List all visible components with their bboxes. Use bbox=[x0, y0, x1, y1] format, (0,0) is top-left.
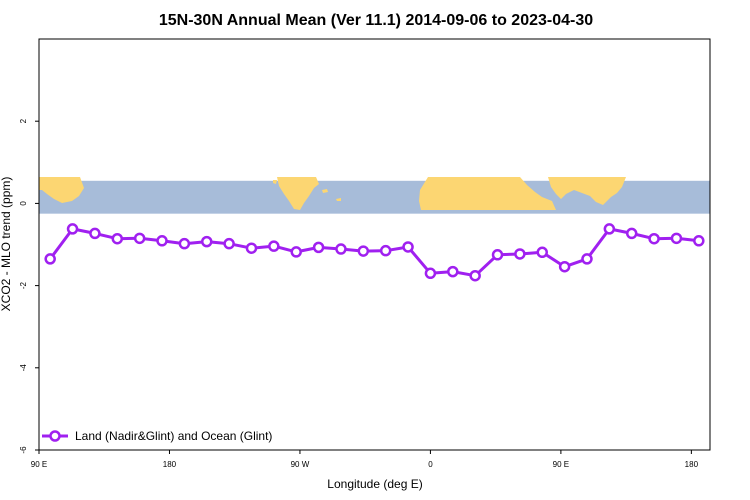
x-tick-label: 180 bbox=[163, 460, 177, 469]
data-point bbox=[670, 232, 683, 245]
data-point bbox=[491, 249, 504, 261]
x-axis-label: Longitude (deg E) bbox=[327, 477, 422, 491]
x-tick-label: 180 bbox=[685, 460, 699, 469]
data-point bbox=[402, 241, 414, 253]
data-point bbox=[335, 243, 347, 255]
map-land-india bbox=[39, 177, 84, 203]
data-point bbox=[89, 227, 101, 240]
y-tick-label: 0 bbox=[19, 201, 28, 206]
data-point bbox=[581, 253, 593, 265]
data-point bbox=[66, 223, 79, 235]
data-point bbox=[111, 232, 124, 245]
x-tick-label: 90 E bbox=[553, 460, 569, 469]
data-point bbox=[514, 248, 526, 260]
y-tick-label: -6 bbox=[19, 446, 28, 454]
legend: Land (Nadir&Glint) and Ocean (Glint) bbox=[42, 429, 272, 443]
data-point bbox=[625, 227, 638, 240]
y-axis: -6 -4 -2 0 2 bbox=[19, 118, 39, 454]
data-point bbox=[290, 246, 302, 258]
data-point bbox=[133, 232, 146, 245]
y-tick-label: -4 bbox=[19, 364, 28, 372]
data-point bbox=[44, 253, 56, 265]
data-point bbox=[379, 244, 392, 257]
legend-label: Land (Nadir&Glint) and Ocean (Glint) bbox=[75, 429, 272, 443]
series-line bbox=[48, 227, 699, 278]
data-point bbox=[268, 240, 280, 252]
data-point bbox=[648, 232, 660, 245]
world-map-band bbox=[39, 177, 710, 214]
data-point bbox=[558, 260, 571, 273]
data-point bbox=[312, 241, 325, 254]
y-axis-label: XCO2 - MLO trend (ppm) bbox=[0, 177, 13, 312]
map-land-africa-arabia bbox=[419, 177, 556, 210]
data-point bbox=[536, 246, 548, 259]
data-point bbox=[424, 267, 437, 280]
data-point bbox=[245, 242, 258, 254]
x-tick-label: 90 E bbox=[31, 460, 47, 469]
data-point bbox=[603, 223, 616, 235]
x-axis: 90 E 180 90 W 0 90 E 180 bbox=[31, 450, 699, 469]
x-tick-label: 0 bbox=[428, 460, 433, 469]
data-point bbox=[469, 269, 481, 282]
series-layer bbox=[44, 223, 705, 282]
y-tick-label: 2 bbox=[19, 118, 28, 123]
data-point bbox=[178, 237, 191, 250]
data-point bbox=[447, 265, 459, 278]
data-point bbox=[223, 237, 235, 250]
data-point bbox=[693, 235, 705, 247]
plot-area bbox=[38, 38, 711, 451]
map-land-small-islands bbox=[273, 180, 341, 201]
map-land-southeast-asia bbox=[548, 177, 626, 205]
data-point bbox=[357, 245, 370, 257]
data-point bbox=[156, 235, 168, 247]
map-land-north-america bbox=[277, 177, 319, 210]
data-point bbox=[201, 235, 213, 248]
chart-title: 15N-30N Annual Mean (Ver 11.1) 2014-09-0… bbox=[159, 12, 593, 29]
x-tick-label: 90 W bbox=[291, 460, 310, 469]
y-tick-label: -2 bbox=[19, 281, 28, 289]
legend-marker bbox=[49, 430, 61, 442]
